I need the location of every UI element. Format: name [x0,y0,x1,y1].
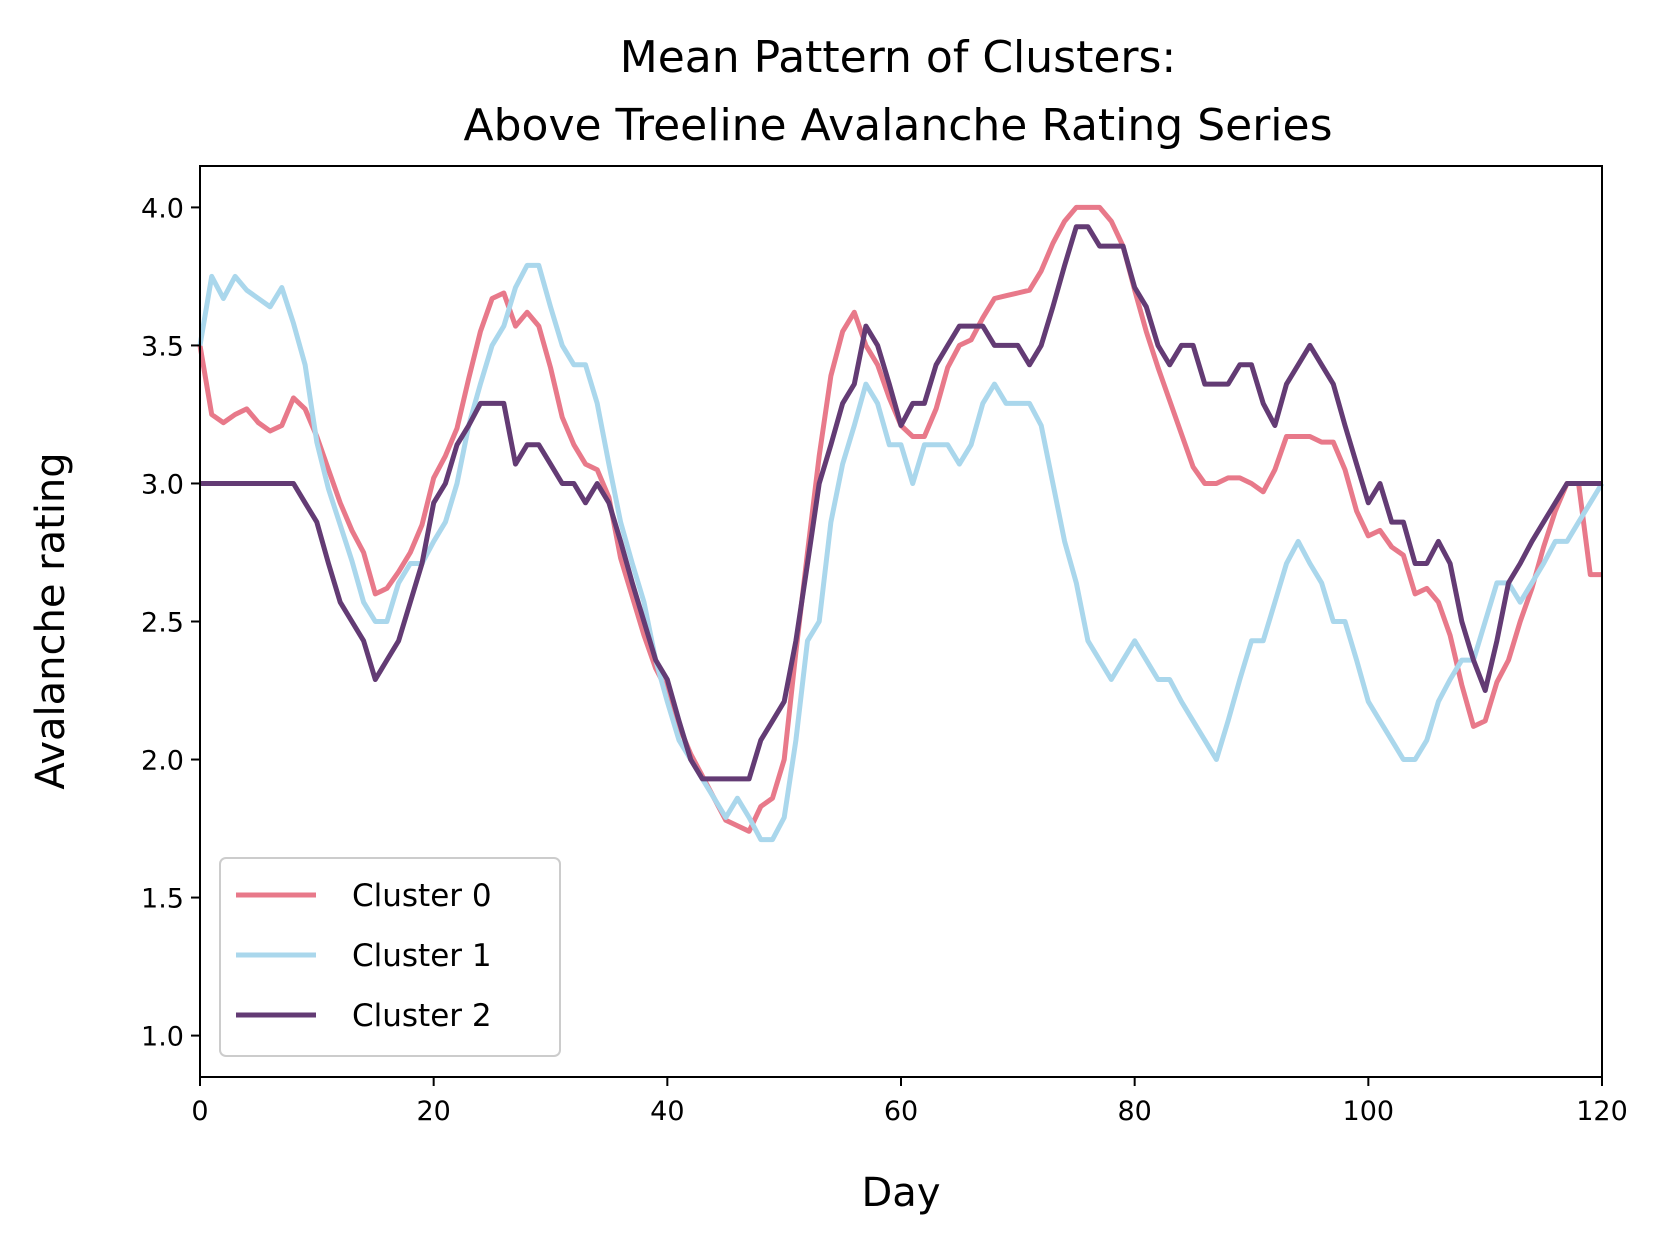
y-tick-label: 3.0 [141,469,184,500]
x-tick-label: 60 [884,1096,918,1127]
legend-box [219,857,561,1057]
y-tick-label: 1.0 [141,1022,184,1053]
x-axis: 0 20 40 60 80 100 120 [191,1077,1628,1127]
y-axis-label: Avalanche rating [28,452,74,789]
x-axis-label: Day [862,1170,941,1216]
y-tick-label: 4.0 [141,193,184,224]
x-tick-label: 0 [191,1096,208,1127]
y-tick-label: 1.5 [141,884,184,915]
y-tick-label: 2.5 [141,608,184,639]
y-tick-label: 2.0 [141,746,184,777]
legend: Cluster 0 Cluster 1 Cluster 2 [219,857,561,1057]
legend-label-cluster-2: Cluster 2 [352,998,492,1034]
x-tick-label: 100 [1343,1096,1395,1127]
legend-label-cluster-0: Cluster 0 [352,878,492,914]
y-tick-label: 3.5 [141,331,184,362]
x-tick-label: 120 [1576,1096,1628,1127]
y-axis: 1.0 1.5 2.0 2.5 3.0 3.5 4.0 [141,193,200,1053]
series-line-cluster-2 [200,224,1602,782]
chart-title-line-2: Above Treeline Avalanche Rating Series [464,100,1333,151]
series-line-cluster-1 [197,262,1605,843]
x-tick-label: 80 [1117,1096,1151,1127]
x-tick-label: 20 [416,1096,450,1127]
chart-title-line-1: Mean Pattern of Clusters: [620,32,1176,83]
legend-label-cluster-1: Cluster 1 [352,938,492,974]
series-group [197,204,1605,843]
x-tick-label: 40 [650,1096,684,1127]
